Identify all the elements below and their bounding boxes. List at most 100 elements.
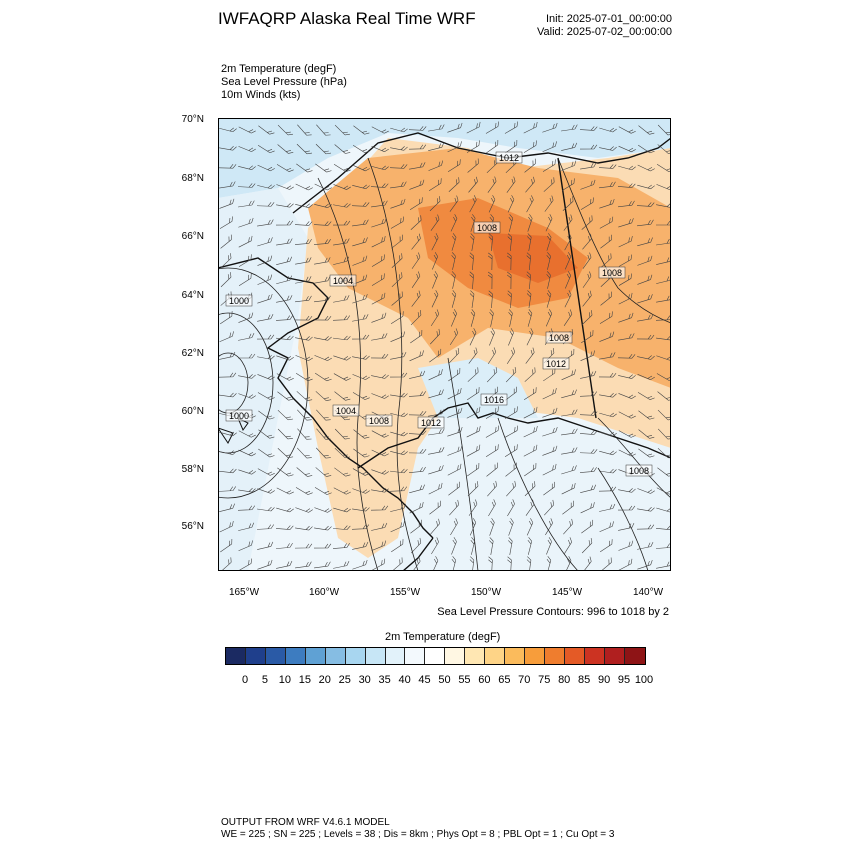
wind-barb xyxy=(276,256,293,265)
map-frame xyxy=(218,118,671,571)
wind-barb xyxy=(467,367,479,382)
wind-barb xyxy=(508,537,513,555)
wind-barb xyxy=(617,354,636,359)
wind-barb xyxy=(258,410,275,420)
wind-barb xyxy=(580,502,595,514)
wind-barb xyxy=(618,374,636,379)
wind-barb xyxy=(469,556,475,571)
colorbar-tick-label: 30 xyxy=(358,674,371,686)
wind-barb xyxy=(410,329,423,344)
wind-barb xyxy=(371,235,386,248)
wind-barb xyxy=(237,505,256,511)
wind-barb xyxy=(352,219,369,227)
wind-barb xyxy=(408,430,427,435)
wind-barb xyxy=(523,426,538,438)
wind-barb xyxy=(561,142,578,151)
wind-barb xyxy=(219,127,237,133)
wind-barb xyxy=(258,429,275,439)
wind-barb xyxy=(219,198,235,209)
wind-barb xyxy=(561,447,578,455)
wind-barb xyxy=(314,295,331,303)
pressure-label-box xyxy=(495,151,523,164)
wind-barb xyxy=(600,557,612,571)
wind-barb xyxy=(410,519,422,534)
wind-barb xyxy=(447,387,462,400)
colorbar-tick-label: 90 xyxy=(597,674,611,686)
wind-barb xyxy=(351,334,370,340)
wind-barb xyxy=(451,233,457,251)
wind-barb xyxy=(488,195,496,213)
wind-barb xyxy=(617,505,636,511)
wind-barb xyxy=(599,146,617,151)
wind-barb xyxy=(542,141,557,153)
wind-barb xyxy=(238,235,253,248)
wind-barb xyxy=(523,444,538,457)
wind-barb xyxy=(297,428,312,440)
wind-barb xyxy=(296,467,313,477)
wind-barb xyxy=(598,164,617,169)
wind-barb xyxy=(526,271,531,289)
wind-barb xyxy=(561,178,575,191)
wind-barb xyxy=(332,543,350,549)
wind-barb xyxy=(219,392,237,398)
wind-barb xyxy=(333,164,351,172)
wind-barb xyxy=(525,499,535,516)
wind-barb xyxy=(561,465,577,475)
wind-barb xyxy=(428,428,445,436)
wind-barb xyxy=(352,468,370,476)
wind-barb xyxy=(524,463,537,477)
wind-barb xyxy=(523,140,537,153)
wind-barb xyxy=(526,252,531,270)
wind-barb xyxy=(546,290,552,308)
pressure-label-box xyxy=(225,294,253,307)
wind-barb xyxy=(546,556,552,571)
pressure-labels: 1012 1008 1004 1000 1008 1008 1012 1000 1004 1008… xyxy=(225,151,653,477)
wind-barb xyxy=(543,481,556,496)
wind-barb xyxy=(314,183,332,191)
wind-barb xyxy=(618,126,636,134)
wind-barb xyxy=(618,254,632,267)
wind-barb xyxy=(257,559,273,570)
wind-barb xyxy=(488,556,493,571)
wind-barb xyxy=(409,466,426,473)
wind-barb xyxy=(276,542,293,549)
wind-barb xyxy=(487,480,497,497)
wind-barb xyxy=(257,164,275,172)
wind-barb xyxy=(258,125,275,135)
wind-barb xyxy=(489,518,495,536)
wind-barb xyxy=(428,409,445,417)
wind-barb xyxy=(637,355,655,360)
wind-barb xyxy=(564,233,572,251)
wind-barb xyxy=(637,542,654,550)
colorbar-swatch xyxy=(265,648,286,664)
wind-barb xyxy=(448,481,460,496)
colorbar-swatch xyxy=(485,648,506,664)
wind-barb xyxy=(485,425,500,438)
wind-barb xyxy=(390,181,407,189)
wind-barb xyxy=(316,447,331,459)
wind-barb xyxy=(565,271,571,289)
wind-barb xyxy=(581,330,594,344)
lat-label: 64°N xyxy=(181,290,204,301)
colorbar-tick-label: 10 xyxy=(278,674,292,686)
wind-barb xyxy=(220,272,232,288)
wind-barb xyxy=(527,309,533,327)
wind-barb xyxy=(580,370,597,379)
wind-barb xyxy=(637,184,655,190)
wind-barb xyxy=(638,125,655,135)
wind-barb xyxy=(487,271,493,290)
colorbar-swatch xyxy=(624,648,645,664)
wind-barb xyxy=(332,220,351,226)
wind-barb xyxy=(390,468,408,474)
wind-barb xyxy=(542,407,558,418)
wind-barb xyxy=(637,488,655,494)
wind-barb xyxy=(391,291,403,306)
wind-barb xyxy=(580,197,594,210)
colorbar-swatch xyxy=(604,648,625,664)
wind-barb xyxy=(218,164,237,169)
colorbar-tick-label: 5 xyxy=(261,674,268,686)
wind-barb xyxy=(371,273,385,286)
wind-barb xyxy=(451,271,456,289)
wind-barb xyxy=(523,387,537,401)
wind-barb xyxy=(296,143,313,155)
